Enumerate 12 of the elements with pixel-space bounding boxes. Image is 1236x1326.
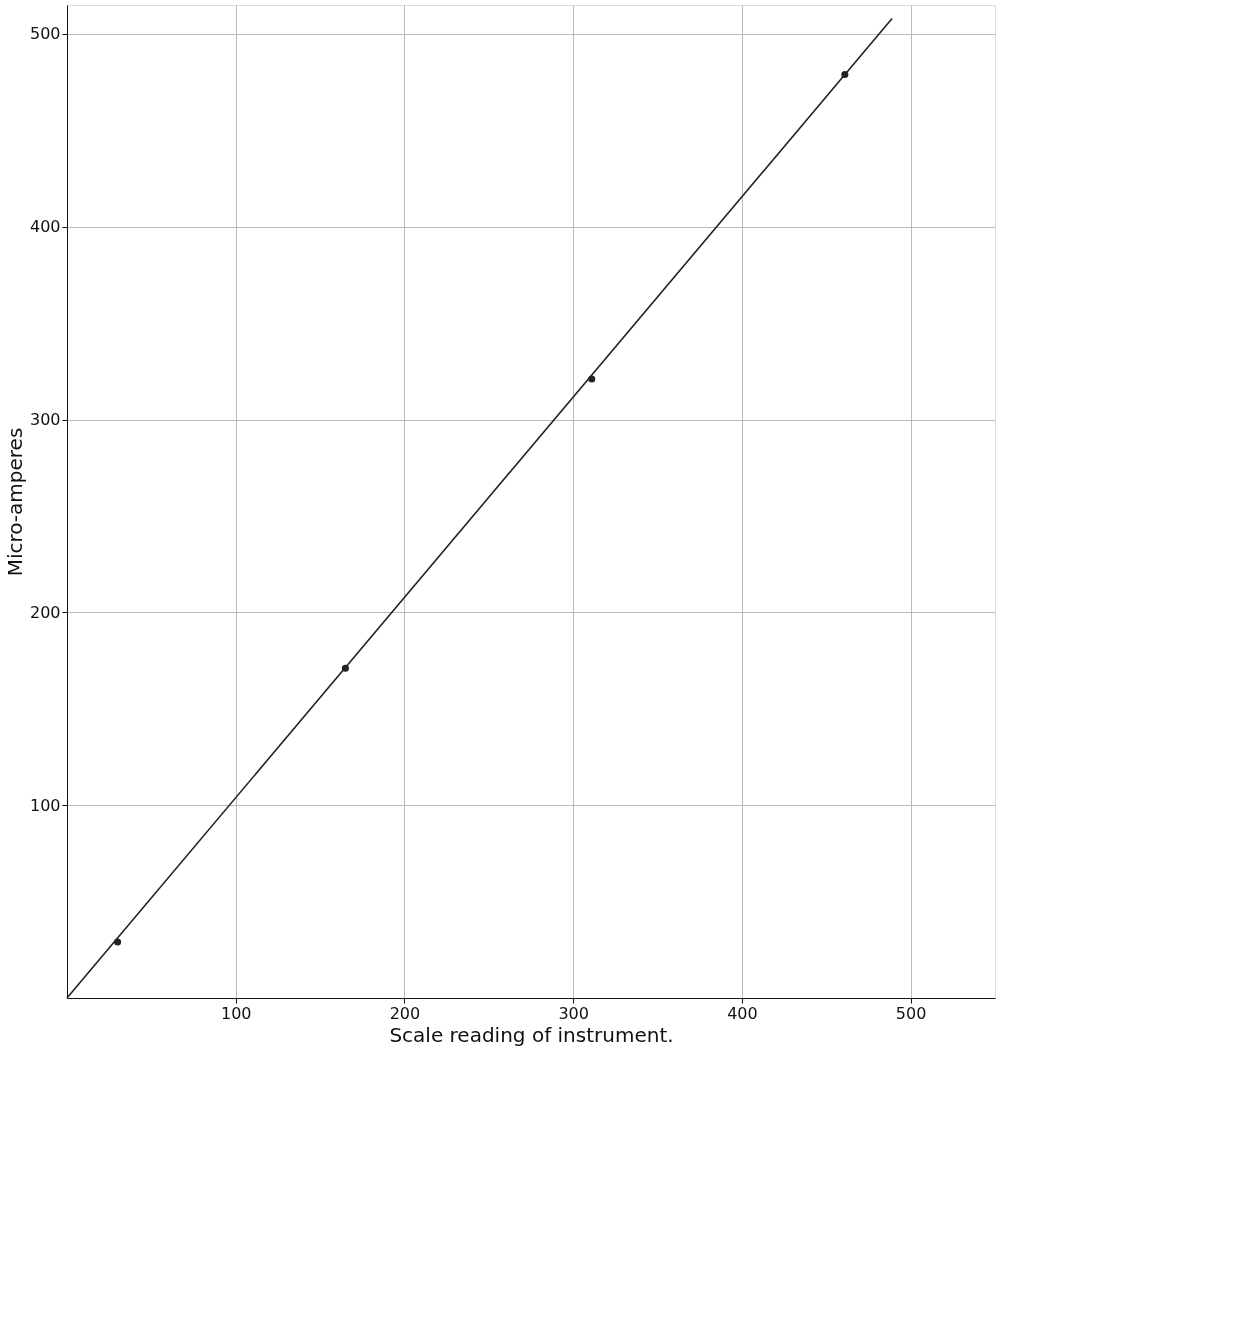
x-axis-title: Scale reading of instrument. (389, 1022, 674, 1047)
y-tick-label: 300 (29, 410, 61, 430)
y-tick-label: 100 (29, 795, 61, 815)
y-tick-label: 500 (29, 24, 61, 44)
x-tick-label: 300 (558, 1003, 589, 1023)
y-tick-label: 400 (29, 217, 61, 237)
x-tick-label: 100 (220, 1003, 252, 1023)
y-tick-label: 200 (29, 602, 61, 622)
x-tick-label: 500 (895, 1003, 927, 1023)
x-tick-label: 200 (389, 1003, 421, 1023)
x-tick-label: 400 (727, 1003, 758, 1023)
y-axis-title: Micro-amperes (2, 427, 27, 577)
